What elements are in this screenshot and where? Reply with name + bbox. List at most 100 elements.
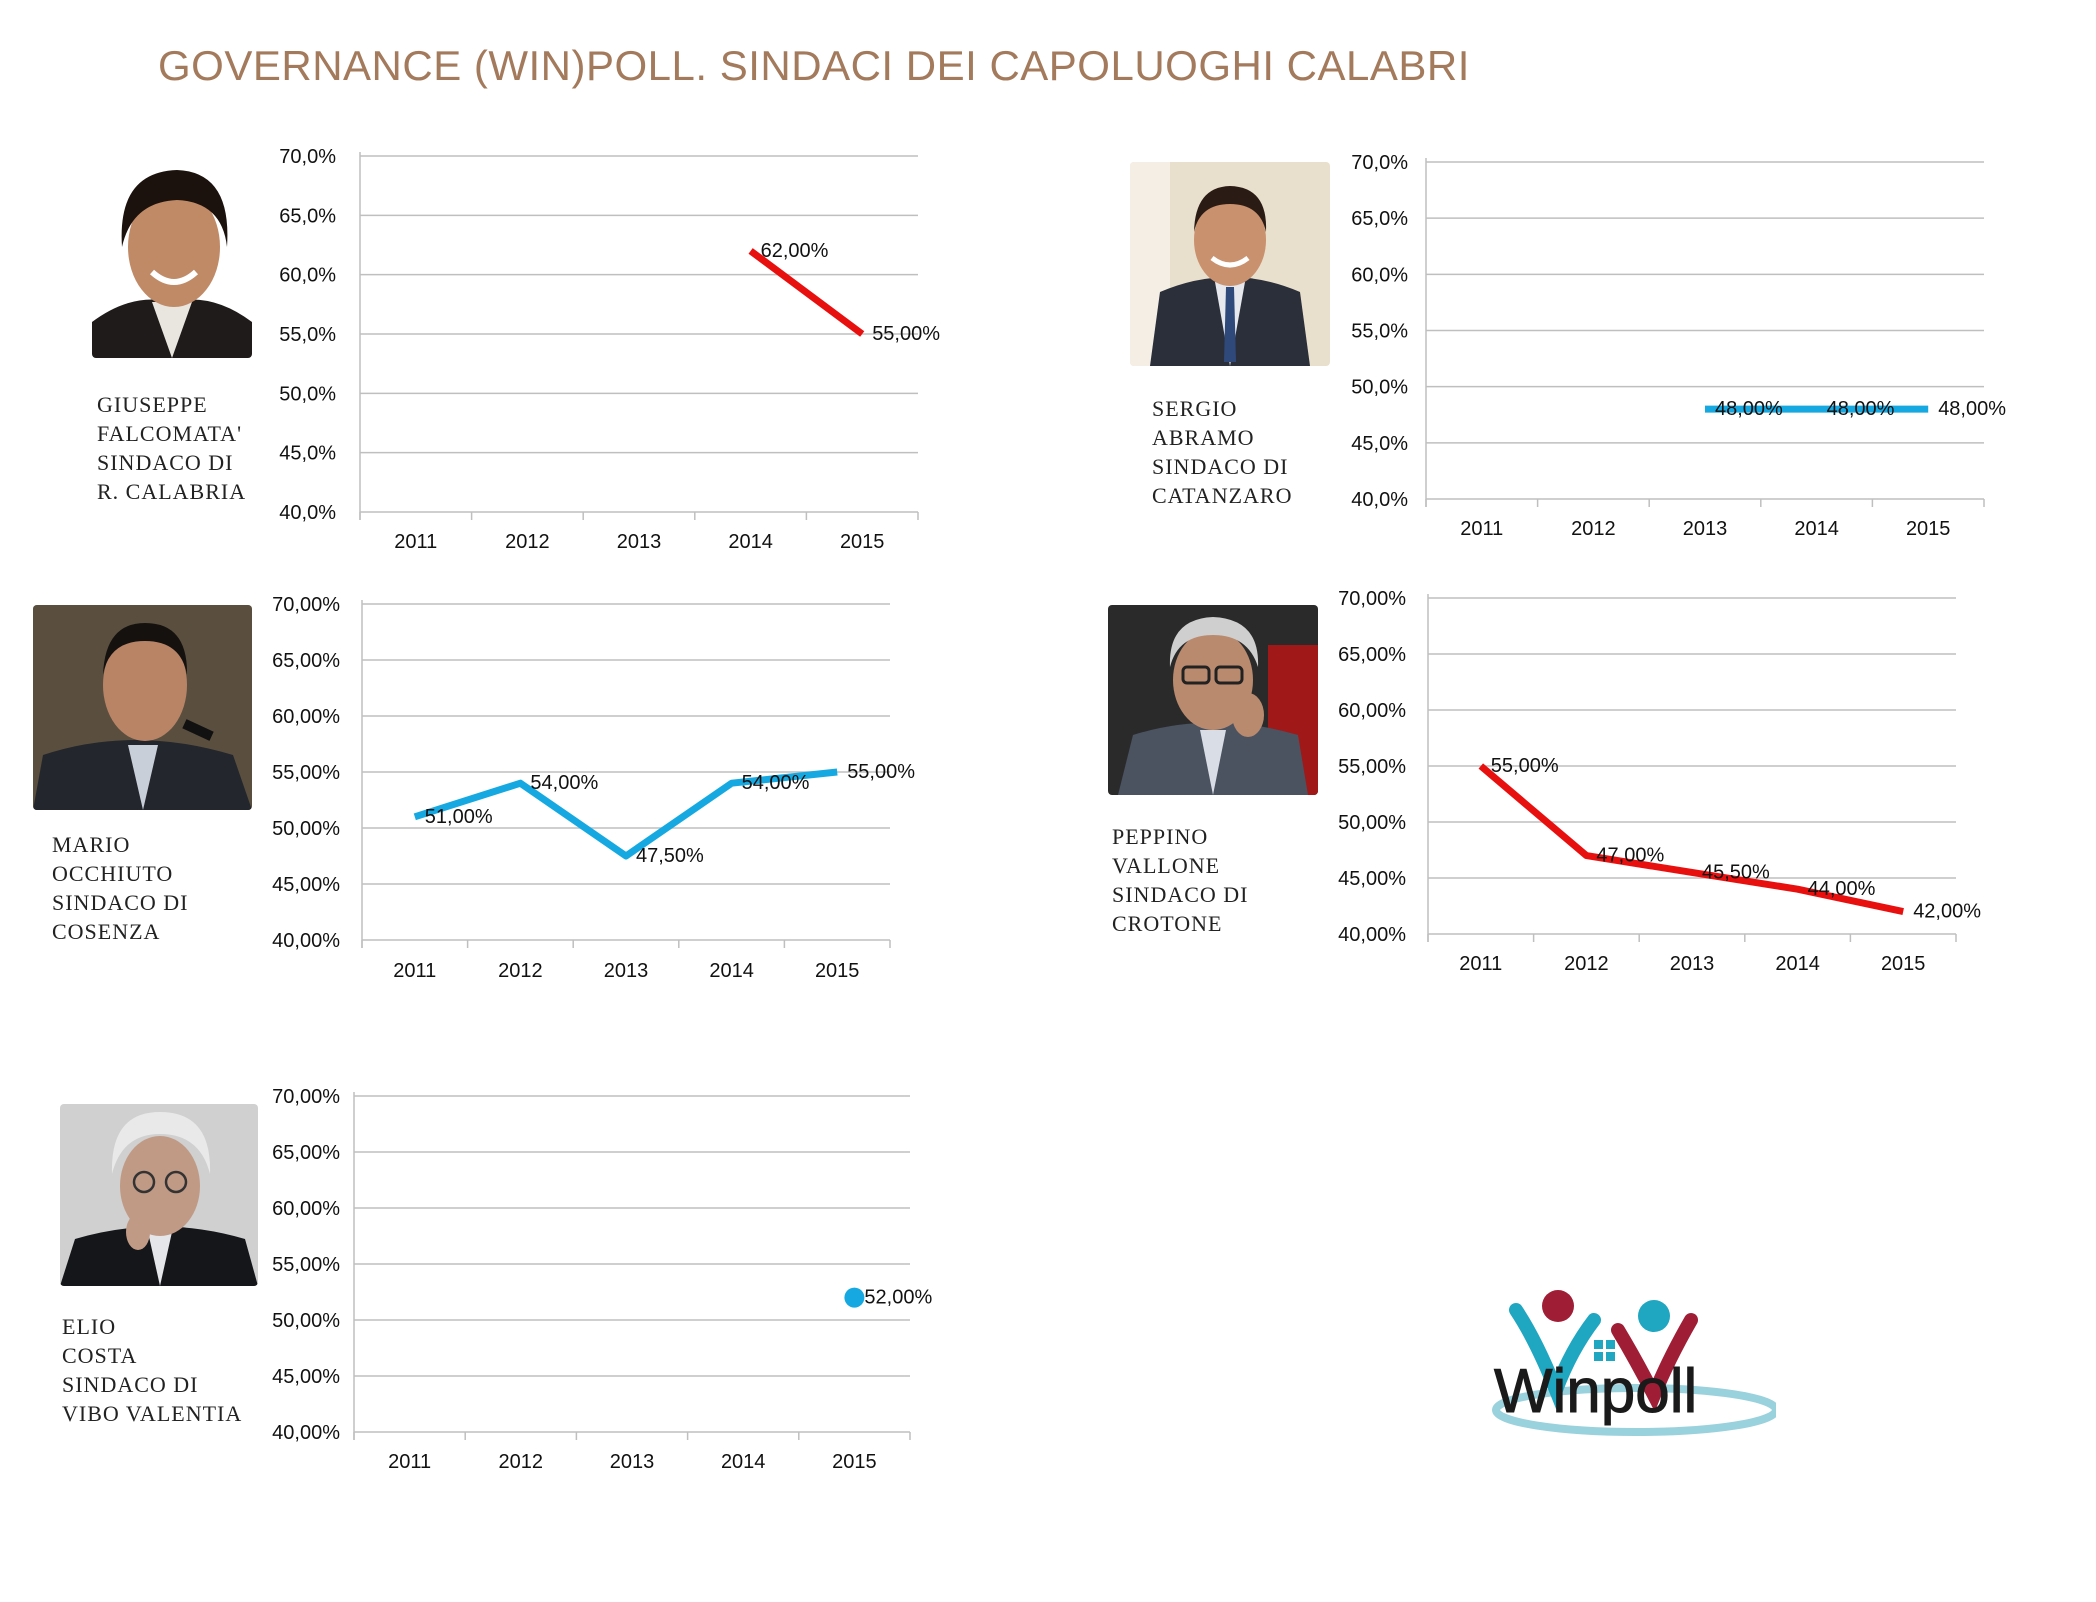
y-tick-label: 45,0% <box>1351 433 1408 455</box>
x-tick-label: 2012 <box>498 960 543 982</box>
winpoll-logo-people-icon: Winpoll <box>1492 1290 1780 1436</box>
photo-catanzaro <box>1130 162 1330 366</box>
mayor-portrait-icon <box>33 605 252 810</box>
y-tick-label: 65,0% <box>279 205 336 227</box>
x-tick-label: 2011 <box>1459 953 1502 975</box>
y-tick-label: 55,0% <box>279 324 336 346</box>
y-tick-label: 55,0% <box>1351 321 1408 343</box>
y-tick-label: 70,00% <box>272 594 340 616</box>
mayor-portrait-icon <box>1108 605 1318 795</box>
caption-line: COSENZA <box>52 919 161 944</box>
data-point <box>844 1287 865 1308</box>
y-tick-label: 60,00% <box>272 1198 340 1220</box>
photo-crotone <box>1108 605 1318 795</box>
caption-line: ABRAMO <box>1152 425 1255 450</box>
caption-line: VALLONE <box>1112 853 1221 878</box>
y-tick-label: 55,00% <box>1338 756 1406 778</box>
series-line <box>413 768 838 860</box>
x-tick-label: 2015 <box>1906 518 1951 540</box>
x-tick-label: 2011 <box>393 960 436 982</box>
caption-line: R. CALABRIA <box>97 479 247 504</box>
caption-line: SERGIO <box>1152 396 1238 421</box>
caption-line: MARIO <box>52 832 131 857</box>
x-tick-label: 2012 <box>499 1451 544 1473</box>
y-tick-label: 65,00% <box>1338 644 1406 666</box>
y-tick-label: 65,00% <box>272 650 340 672</box>
y-tick-label: 50,0% <box>279 383 336 405</box>
x-tick-label: 2015 <box>840 531 885 553</box>
data-label: 45,50% <box>1702 861 1770 883</box>
data-label: 44,00% <box>1808 878 1876 900</box>
data-label: 54,00% <box>742 772 810 794</box>
data-label: 55,00% <box>1491 755 1559 777</box>
x-tick-label: 2013 <box>610 1451 655 1473</box>
caption-catanzaro: SERGIO ABRAMO SINDACO DI CATANZARO <box>1152 394 1292 510</box>
y-tick-label: 45,00% <box>272 874 340 896</box>
x-tick-label: 2012 <box>1564 953 1609 975</box>
y-tick-label: 60,00% <box>272 706 340 728</box>
x-tick-label: 2012 <box>1571 518 1616 540</box>
x-tick-label: 2013 <box>1683 518 1728 540</box>
x-tick-label: 2013 <box>617 531 662 553</box>
x-tick-label: 2014 <box>728 531 773 553</box>
y-tick-label: 40,00% <box>272 930 340 952</box>
y-tick-label: 60,00% <box>1338 700 1406 722</box>
data-label: 52,00% <box>864 1287 932 1309</box>
y-tick-label: 50,00% <box>272 818 340 840</box>
y-tick-label: 70,0% <box>1351 152 1408 174</box>
series-line <box>748 248 865 337</box>
caption-vibo: ELIO COSTA SINDACO DI VIBO VALENTIA <box>62 1312 242 1428</box>
x-tick-label: 2014 <box>1794 518 1839 540</box>
photo-cosenza <box>33 605 252 810</box>
x-tick-label: 2014 <box>1775 953 1820 975</box>
y-tick-label: 50,00% <box>272 1310 340 1332</box>
y-tick-label: 60,0% <box>279 265 336 287</box>
x-tick-label: 2014 <box>721 1451 766 1473</box>
caption-crotone: PEPPINO VALLONE SINDACO DI CROTONE <box>1112 822 1249 938</box>
y-tick-label: 40,00% <box>272 1422 340 1444</box>
x-tick-label: 2011 <box>394 531 437 553</box>
x-tick-label: 2012 <box>505 531 550 553</box>
y-tick-label: 40,00% <box>1338 924 1406 946</box>
y-tick-label: 65,0% <box>1351 208 1408 230</box>
x-tick-label: 2015 <box>815 960 860 982</box>
x-tick-label: 2011 <box>388 1451 431 1473</box>
data-label: 55,00% <box>872 323 940 345</box>
data-label: 54,00% <box>530 772 598 794</box>
caption-line: GIUSEPPE <box>97 392 208 417</box>
y-tick-label: 45,0% <box>279 443 336 465</box>
y-tick-label: 70,00% <box>272 1086 340 1108</box>
winpoll-logo: Winpoll <box>1486 1280 1780 1450</box>
mayor-portrait-icon <box>92 152 252 358</box>
mayor-portrait-icon <box>60 1104 258 1286</box>
caption-line: SINDACO DI <box>97 450 234 475</box>
winpoll-logo-text: Winpoll <box>1494 1357 1697 1426</box>
caption-line: OCCHIUTO <box>52 861 174 886</box>
caption-line: VIBO VALENTIA <box>62 1401 243 1426</box>
x-tick-label: 2011 <box>1460 518 1503 540</box>
y-tick-label: 60,0% <box>1351 264 1408 286</box>
data-label: 47,50% <box>636 845 704 867</box>
caption-line: SINDACO DI <box>1152 454 1289 479</box>
data-label: 42,00% <box>1913 901 1981 923</box>
y-tick-label: 45,00% <box>1338 868 1406 890</box>
y-tick-label: 55,00% <box>272 1254 340 1276</box>
x-tick-label: 2013 <box>604 960 649 982</box>
caption-line: SINDACO DI <box>52 890 189 915</box>
data-label: 47,00% <box>1596 845 1664 867</box>
data-label: 48,00% <box>1827 398 1895 420</box>
data-label: 51,00% <box>425 806 493 828</box>
y-tick-label: 50,0% <box>1351 377 1408 399</box>
data-label: 55,00% <box>847 761 915 783</box>
y-tick-label: 50,00% <box>1338 812 1406 834</box>
caption-line: SINDACO DI <box>1112 882 1249 907</box>
x-tick-label: 2015 <box>1881 953 1926 975</box>
y-tick-label: 70,00% <box>1338 588 1406 610</box>
photo-vibo <box>60 1104 258 1286</box>
caption-cosenza: MARIO OCCHIUTO SINDACO DI COSENZA <box>52 830 189 946</box>
y-tick-label: 40,0% <box>1351 489 1408 511</box>
series-line <box>1478 763 1904 916</box>
